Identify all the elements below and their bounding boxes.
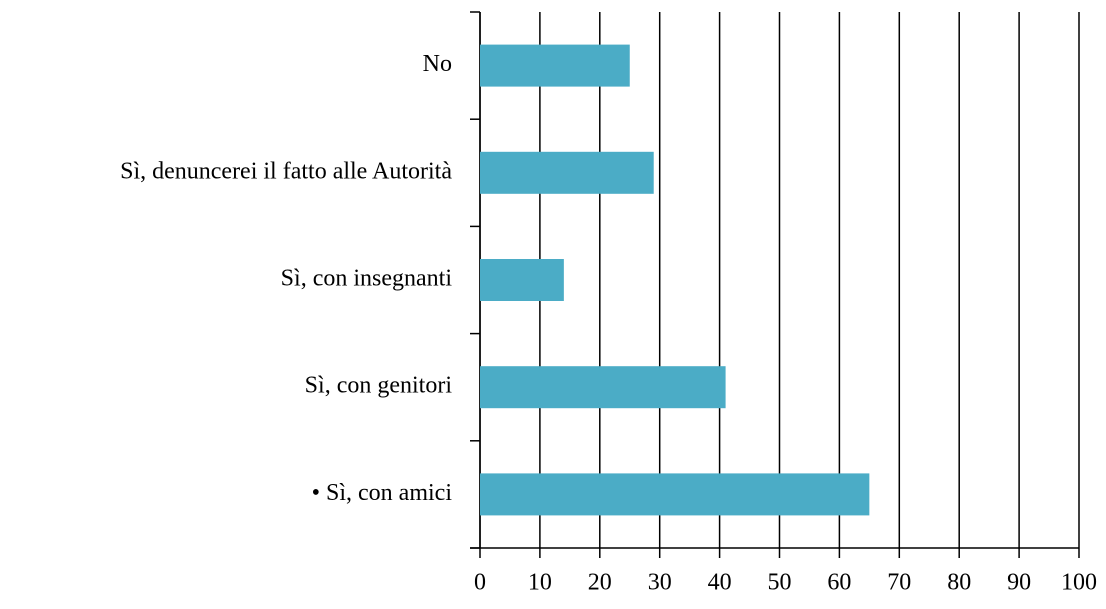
- x-tick-label: 30: [648, 570, 672, 596]
- x-tick-label: 50: [768, 570, 792, 596]
- bar: [480, 473, 870, 516]
- bar: [480, 44, 630, 87]
- x-tick-label: 100: [1061, 570, 1097, 596]
- x-tick-label: 70: [887, 570, 911, 596]
- x-tick-label: 10: [528, 570, 552, 596]
- y-tick-label: • Sì, con amici: [312, 480, 453, 506]
- x-tick-label: 20: [588, 570, 612, 596]
- x-tick-label: 90: [1007, 570, 1031, 596]
- y-tick-label: Sì, denuncerei il fatto alle Autorità: [120, 158, 452, 184]
- y-tick-label: Sì, con insegnanti: [281, 266, 453, 292]
- y-tick-label: No: [423, 51, 452, 77]
- bar: [480, 259, 564, 301]
- bar: [480, 151, 654, 194]
- bar: [480, 366, 726, 409]
- y-tick-label: Sì, con genitori: [305, 373, 453, 399]
- x-tick-label: 80: [947, 570, 971, 596]
- x-tick-label: 60: [827, 570, 851, 596]
- x-tick-label: 0: [474, 570, 486, 596]
- x-tick-label: 40: [708, 570, 732, 596]
